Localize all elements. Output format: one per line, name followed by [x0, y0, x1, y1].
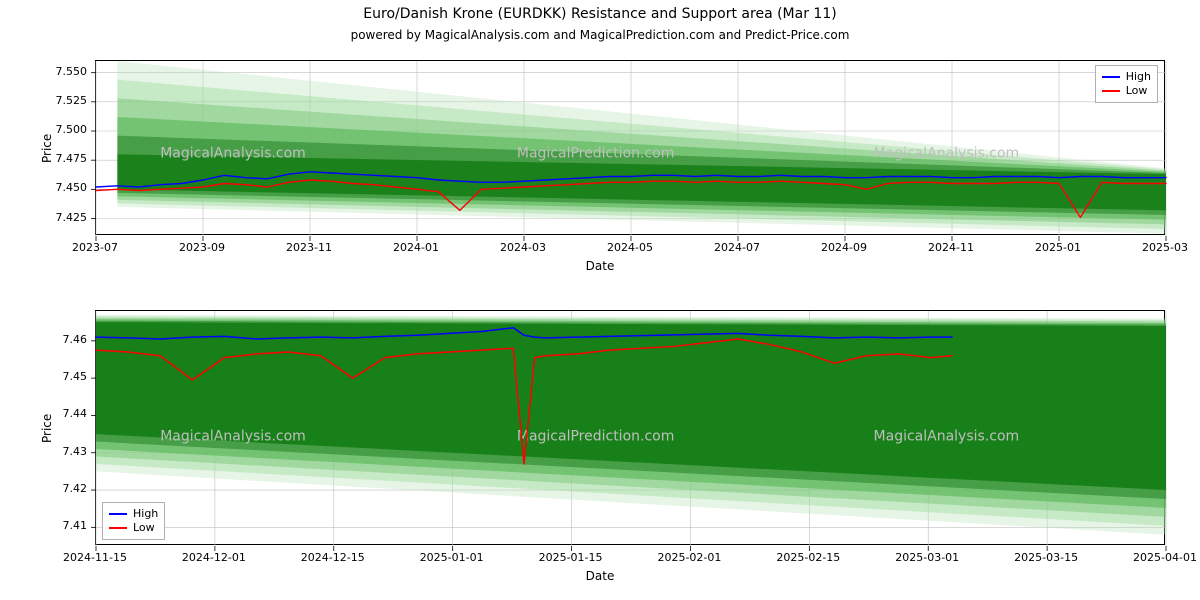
xtick-label: 2024-05	[607, 241, 653, 254]
watermark: MagicalAnalysis.com	[160, 145, 306, 161]
xtick-label: 2025-01-01	[420, 551, 484, 564]
legend-label: High	[133, 507, 158, 521]
legend-bottom: HighLow	[102, 502, 165, 540]
chart-subtitle: powered by MagicalAnalysis.com and Magic…	[0, 28, 1200, 42]
chart-title: Euro/Danish Krone (EURDKK) Resistance an…	[0, 6, 1200, 22]
panel-top: MagicalAnalysis.com MagicalPrediction.com…	[95, 60, 1165, 235]
xtick-label: 2025-03-01	[895, 551, 959, 564]
xlabel-bottom: Date	[0, 569, 1200, 583]
figure: Euro/Danish Krone (EURDKK) Resistance an…	[0, 0, 1200, 600]
xtick-label: 2025-03-15	[1014, 551, 1078, 564]
watermark: MagicalPrediction.com	[517, 145, 675, 161]
legend-label: Low	[133, 521, 155, 535]
legend-label: High	[1126, 70, 1151, 84]
legend-swatch	[109, 527, 127, 529]
legend-top: HighLow	[1095, 65, 1158, 103]
xtick-label: 2023-09	[179, 241, 225, 254]
ytick-label: 7.525	[56, 94, 88, 107]
ytick-label: 7.45	[63, 370, 88, 383]
ytick-label: 7.500	[56, 123, 88, 136]
xtick-label: 2023-11	[286, 241, 332, 254]
panel-bottom-svg: MagicalAnalysis.com MagicalPrediction.com…	[96, 311, 1166, 546]
xtick-label: 2025-01-15	[539, 551, 603, 564]
xtick-label: 2025-01	[1035, 241, 1081, 254]
legend-swatch	[1102, 76, 1120, 78]
xtick-label: 2024-11	[928, 241, 974, 254]
panel-bottom: MagicalAnalysis.com MagicalPrediction.com…	[95, 310, 1165, 545]
ytick-label: 7.425	[56, 211, 88, 224]
ytick-label: 7.475	[56, 152, 88, 165]
ytick-label: 7.42	[63, 482, 88, 495]
xtick-label: 2024-07	[714, 241, 760, 254]
ylabel-top: Price	[40, 133, 54, 162]
xlabel-top: Date	[0, 259, 1200, 273]
xtick-label: 2024-12-01	[182, 551, 246, 564]
xtick-label: 2024-12-15	[301, 551, 365, 564]
xtick-label: 2023-07	[72, 241, 118, 254]
watermark: MagicalAnalysis.com	[874, 428, 1020, 444]
watermark: MagicalAnalysis.com	[874, 145, 1020, 161]
legend-swatch	[1102, 90, 1120, 92]
legend-label: Low	[1126, 84, 1148, 98]
xtick-label: 2025-04-01	[1133, 551, 1197, 564]
xtick-label: 2024-01	[393, 241, 439, 254]
legend-item: High	[109, 507, 158, 521]
ytick-label: 7.450	[56, 181, 88, 194]
ytick-label: 7.43	[63, 445, 88, 458]
legend-item: Low	[109, 521, 158, 535]
xtick-label: 2025-03	[1142, 241, 1188, 254]
xtick-label: 2025-02-01	[657, 551, 721, 564]
legend-item: High	[1102, 70, 1151, 84]
legend-item: Low	[1102, 84, 1151, 98]
ytick-label: 7.41	[63, 519, 88, 532]
xtick-label: 2024-11-15	[63, 551, 127, 564]
legend-swatch	[109, 513, 127, 515]
ylabel-bottom: Price	[40, 413, 54, 442]
watermark: MagicalPrediction.com	[517, 428, 675, 444]
xtick-label: 2025-02-15	[776, 551, 840, 564]
ytick-label: 7.46	[63, 333, 88, 346]
ytick-label: 7.44	[63, 407, 88, 420]
watermark: MagicalAnalysis.com	[160, 428, 306, 444]
xtick-label: 2024-03	[500, 241, 546, 254]
ytick-label: 7.550	[56, 65, 88, 78]
panel-top-svg: MagicalAnalysis.com MagicalPrediction.com…	[96, 61, 1166, 236]
xtick-label: 2024-09	[821, 241, 867, 254]
